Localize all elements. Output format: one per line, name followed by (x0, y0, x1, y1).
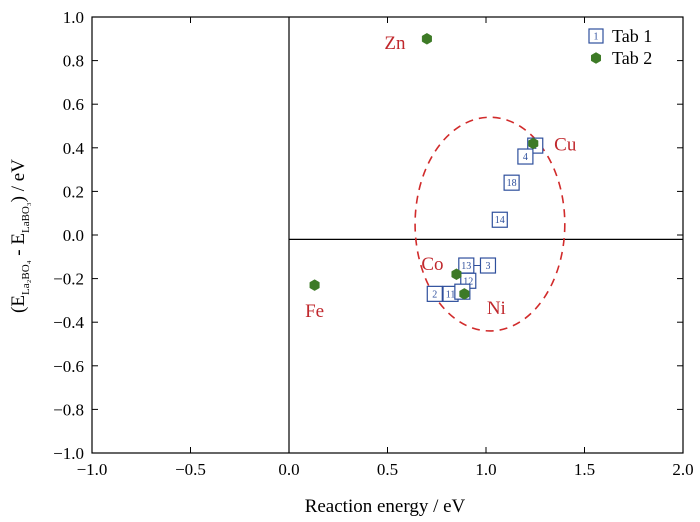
element-label-ni: Ni (487, 298, 506, 319)
tab1-point-label: 18 (507, 178, 517, 189)
element-label-co: Co (421, 254, 443, 275)
y-tick-label: −1.0 (53, 444, 84, 463)
tab1-point (517, 148, 534, 165)
y-axis-title-sub1: La₂BO₄ (20, 260, 32, 295)
legend-tab1-marker-num: 1 (594, 32, 599, 43)
plot-frame (91, 16, 684, 454)
y-tick-label: −0.2 (53, 270, 84, 289)
y-tick-label: −0.8 (53, 400, 84, 419)
y-tick-label: 0.4 (63, 139, 85, 158)
tick-labels: −1.0 −0.5 0.0 0.5 1.0 1.5 2.0 1.0 0.8 0.6 0.4 0.2 0.… (53, 8, 693, 479)
tab1-point-label: 11 (446, 289, 456, 300)
tab2-point (421, 33, 432, 45)
tab2-point (451, 268, 462, 281)
element-label-cu: Cu (554, 134, 577, 155)
tab1-point-label: 4 (523, 152, 528, 163)
axis-ticks (91, 16, 684, 454)
y-axis-title-suffix: ) / eV (8, 159, 29, 203)
x-tick-label: −1.0 (77, 460, 108, 479)
tab1-point-label: 14 (495, 215, 505, 226)
y-axis-title: (ELa₂BO₄ - ELaBO₃) / eV (8, 159, 32, 313)
legend-tab2-marker (590, 52, 602, 64)
data-marks: 14181413312211ZnCuCoNiFe (305, 33, 577, 322)
x-tick-label: 1.5 (574, 460, 595, 479)
legend-tab2-label: Tab 2 (612, 48, 652, 68)
y-axis-title-mid: - E (8, 233, 29, 260)
element-label-fe: Fe (305, 301, 324, 322)
legend-tab1-marker (588, 28, 604, 44)
y-axis-title-sub2: LaBO₃ (20, 202, 32, 233)
y-tick-label: −0.6 (53, 357, 84, 376)
y-tick-label: 1.0 (63, 8, 84, 27)
y-tick-label: 0.6 (63, 95, 84, 114)
x-tick-label: −0.5 (175, 460, 206, 479)
tab1-point (426, 285, 443, 302)
legend-tab1-label: Tab 1 (612, 26, 652, 46)
x-tick-label: 0.0 (278, 460, 299, 479)
tab1-point (503, 174, 520, 191)
x-tick-label: 0.5 (377, 460, 398, 479)
y-tick-label: 0.2 (63, 182, 84, 201)
x-tick-label: 2.0 (672, 460, 693, 479)
y-tick-label: 0.8 (63, 52, 84, 71)
tab1-point-label: 12 (463, 276, 473, 287)
tab1-point-label: 2 (432, 289, 437, 300)
tab2-point (528, 137, 539, 150)
tab1-point-label: 3 (485, 261, 490, 272)
element-label-zn: Zn (384, 33, 406, 54)
y-tick-label: 0.0 (63, 226, 84, 245)
x-tick-label: 1.0 (475, 460, 496, 479)
tab2-point (309, 279, 320, 291)
reference-lines (288, 17, 683, 453)
tab1-point-label: 13 (461, 261, 471, 272)
highlight-ellipse-layer (414, 116, 566, 332)
tab2-point (459, 288, 470, 300)
tab1-point (491, 211, 508, 228)
x-axis-title: Reaction energy / eV (305, 496, 466, 517)
y-axis-title-prefix: (E (8, 295, 29, 313)
highlight-ellipse (414, 116, 566, 332)
y-tick-label: −0.4 (53, 313, 84, 332)
tab1-point (479, 257, 497, 274)
